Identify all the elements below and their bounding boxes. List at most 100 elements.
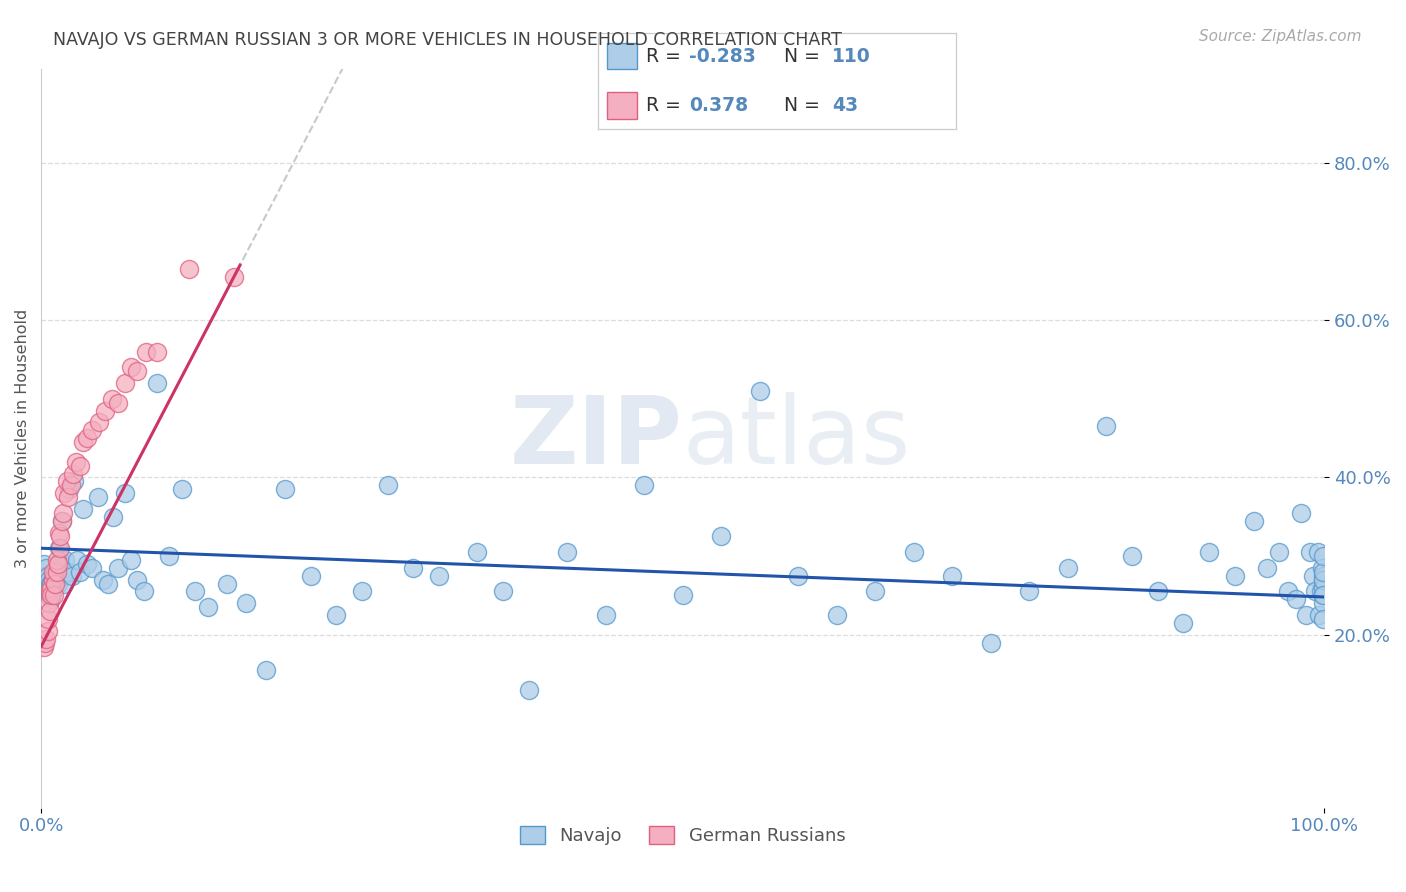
Point xyxy=(100,392,122,406)
Point xyxy=(45,565,67,579)
Point xyxy=(217,576,239,591)
Point xyxy=(1312,565,1334,579)
Point xyxy=(159,549,181,563)
Point xyxy=(1299,545,1322,559)
Point xyxy=(1223,568,1246,582)
Point xyxy=(45,561,67,575)
Point xyxy=(41,565,63,579)
Point xyxy=(1312,589,1334,603)
Point xyxy=(37,581,59,595)
Point xyxy=(86,490,108,504)
Text: -0.283: -0.283 xyxy=(689,46,756,66)
Point xyxy=(299,568,322,582)
Point xyxy=(197,600,219,615)
Point xyxy=(42,581,65,595)
Point xyxy=(787,568,810,582)
Point xyxy=(1291,506,1313,520)
Point xyxy=(48,525,70,540)
Text: Source: ZipAtlas.com: Source: ZipAtlas.com xyxy=(1198,29,1361,44)
Point xyxy=(1146,584,1168,599)
Point xyxy=(41,584,63,599)
Point xyxy=(44,576,66,591)
Point xyxy=(1312,581,1334,595)
Point xyxy=(32,640,55,654)
Point xyxy=(52,506,75,520)
Point xyxy=(1308,608,1330,623)
Point xyxy=(39,604,62,618)
Point xyxy=(517,682,540,697)
Point xyxy=(55,553,77,567)
Point xyxy=(56,490,79,504)
Point xyxy=(1312,549,1334,563)
Point xyxy=(145,344,167,359)
Point xyxy=(865,584,887,599)
Point xyxy=(1302,568,1324,582)
Point xyxy=(825,608,848,623)
Point xyxy=(72,502,94,516)
Text: 43: 43 xyxy=(832,96,859,115)
Point xyxy=(377,478,399,492)
Point xyxy=(235,596,257,610)
Point xyxy=(254,663,277,677)
Point xyxy=(63,475,86,489)
Point xyxy=(41,581,63,595)
Point xyxy=(53,576,76,591)
Point xyxy=(39,576,62,591)
Point xyxy=(49,541,72,556)
Point xyxy=(1306,545,1329,559)
Point xyxy=(903,545,925,559)
Bar xyxy=(606,92,637,119)
Point xyxy=(49,553,72,567)
Point xyxy=(58,482,80,496)
Point xyxy=(62,467,84,481)
Point xyxy=(51,514,73,528)
Point xyxy=(37,624,59,638)
Point xyxy=(37,568,59,582)
Point xyxy=(748,384,770,398)
Point xyxy=(1173,615,1195,630)
Point xyxy=(1277,584,1299,599)
Point xyxy=(42,568,65,582)
Point xyxy=(114,376,136,390)
Point xyxy=(1295,608,1317,623)
Point xyxy=(35,632,58,646)
Point xyxy=(41,589,63,603)
Point xyxy=(402,561,425,575)
Point xyxy=(492,584,515,599)
Text: N =: N = xyxy=(785,96,825,115)
Text: R =: R = xyxy=(645,46,686,66)
Text: ZIP: ZIP xyxy=(510,392,683,484)
Point xyxy=(1305,584,1327,599)
Point xyxy=(1256,561,1278,575)
Point xyxy=(633,478,655,492)
Point xyxy=(120,553,142,567)
Point xyxy=(184,584,207,599)
Point xyxy=(65,455,87,469)
Text: NAVAJO VS GERMAN RUSSIAN 3 OR MORE VEHICLES IN HOUSEHOLD CORRELATION CHART: NAVAJO VS GERMAN RUSSIAN 3 OR MORE VEHIC… xyxy=(53,31,842,49)
Point xyxy=(672,589,695,603)
Point xyxy=(34,568,56,582)
Text: atlas: atlas xyxy=(683,392,911,484)
Point xyxy=(1198,545,1220,559)
Point xyxy=(941,568,963,582)
Point xyxy=(145,376,167,390)
Point xyxy=(35,573,58,587)
Point xyxy=(350,584,373,599)
Point xyxy=(1018,584,1040,599)
Point xyxy=(1312,589,1334,603)
Point xyxy=(52,568,75,582)
Point xyxy=(1095,419,1118,434)
Point xyxy=(172,482,194,496)
Point xyxy=(38,573,60,587)
Point xyxy=(1121,549,1143,563)
Point xyxy=(1312,612,1334,626)
Point xyxy=(101,509,124,524)
Point xyxy=(1312,568,1334,582)
Point xyxy=(1285,592,1308,607)
Point xyxy=(980,635,1002,649)
Point xyxy=(107,396,129,410)
Point xyxy=(76,557,98,571)
Point xyxy=(1312,596,1334,610)
Bar xyxy=(606,43,637,70)
Point xyxy=(59,478,82,492)
